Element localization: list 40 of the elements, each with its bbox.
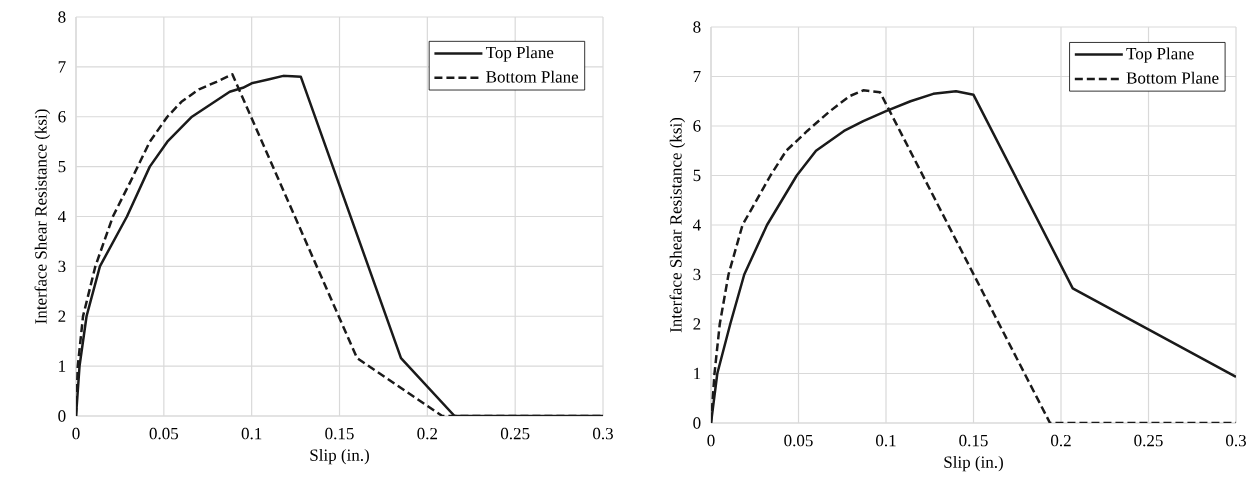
y-tick-label: 7 (693, 70, 701, 83)
y-tick-label: 5 (58, 160, 66, 173)
x-tick-label: 0.25 (1134, 434, 1163, 447)
x-tick-label: 0.25 (500, 427, 530, 440)
legend-label: Bottom Plane (486, 70, 579, 83)
y-tick-label: 6 (693, 120, 701, 132)
x-axis-title: Slip (in.) (310, 448, 369, 465)
y-axis-title: Interface Shear Resistance (ksi) (34, 109, 51, 324)
x-tick-label: 0.3 (593, 427, 613, 440)
x-tick-label: 0 (707, 434, 715, 447)
x-tick-label: 0.15 (325, 427, 354, 440)
legend-label: Top Plane (485, 46, 554, 62)
y-tick-label: 7 (58, 61, 66, 73)
y-tick-label: 5 (693, 169, 701, 182)
x-tick-label: 0.15 (959, 434, 988, 447)
y-tick-label: 1 (59, 360, 66, 372)
x-axis-title: Slip (in.) (944, 455, 1003, 472)
y-tick-label: 8 (58, 11, 66, 23)
y-tick-label: 6 (58, 111, 66, 123)
x-tick-label: 0.2 (1051, 434, 1071, 447)
y-tick-label: 4 (692, 219, 701, 231)
y-tick-label: 0 (58, 410, 66, 422)
legend-label: Bottom Plane (1126, 71, 1219, 84)
y-tick-label: 3 (693, 268, 701, 281)
y-axis-title: Interface Shear Resistance (ksi) (669, 117, 686, 333)
y-tick-label: 4 (57, 210, 66, 223)
y-tick-label: 2 (58, 310, 66, 322)
legend-label: Top Plane (1126, 47, 1194, 63)
x-tick-label: 0.1 (241, 427, 262, 440)
y-tick-label: 1 (694, 367, 701, 380)
x-tick-label: 0 (72, 427, 80, 440)
x-tick-label: 0.1 (876, 434, 896, 447)
y-tick-label: 3 (58, 260, 66, 273)
x-tick-label: 0.05 (149, 427, 179, 440)
x-tick-label: 0.2 (417, 427, 438, 440)
x-tick-label: 0.05 (784, 434, 813, 447)
y-tick-label: 2 (693, 318, 701, 330)
x-tick-label: 0.3 (1226, 434, 1246, 447)
y-tick-label: 8 (693, 21, 701, 33)
y-tick-label: 0 (693, 417, 701, 429)
